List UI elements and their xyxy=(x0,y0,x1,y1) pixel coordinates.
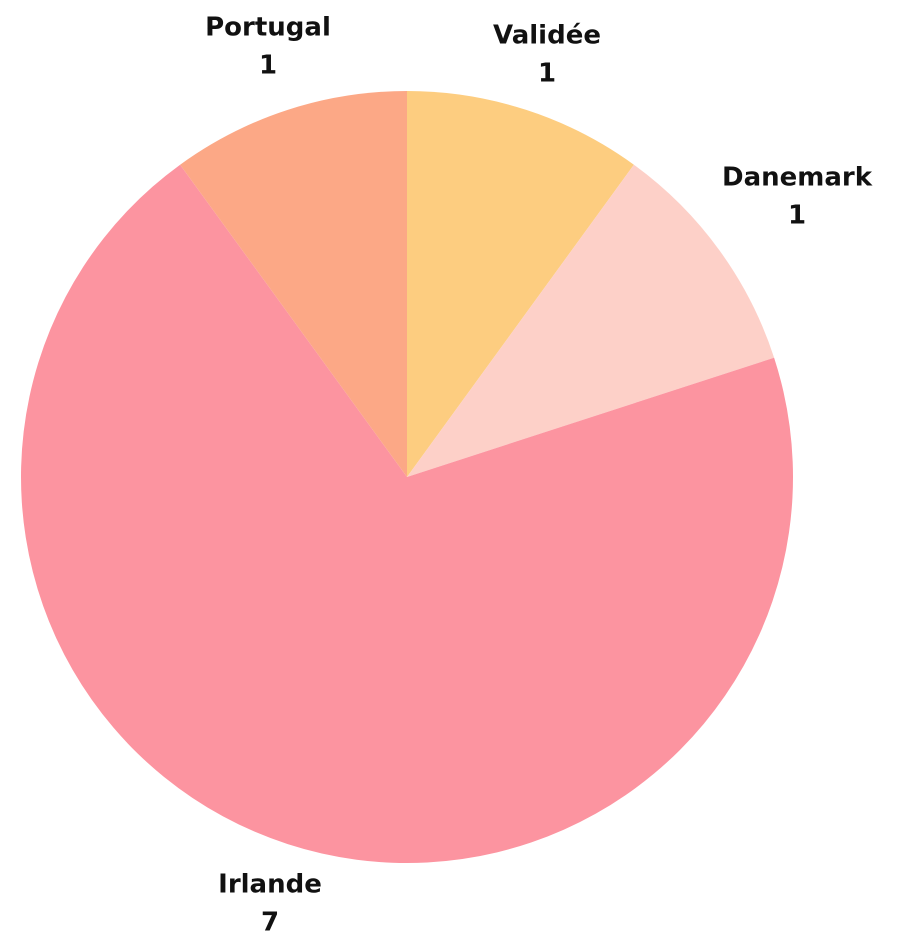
slice-value: 1 xyxy=(538,59,556,89)
pie-slice xyxy=(407,91,634,477)
pie-slice xyxy=(180,91,407,477)
slice-value: 1 xyxy=(259,51,277,81)
slice-label: Irlande xyxy=(218,870,322,900)
slice-value: 1 xyxy=(788,201,806,231)
slice-label: Portugal xyxy=(205,13,331,43)
pie-slice xyxy=(407,164,775,478)
slice-value: 7 xyxy=(261,908,279,934)
pie-slice xyxy=(20,164,793,864)
slice-label: Validée xyxy=(493,21,601,51)
slice-label: Danemark xyxy=(722,163,873,193)
